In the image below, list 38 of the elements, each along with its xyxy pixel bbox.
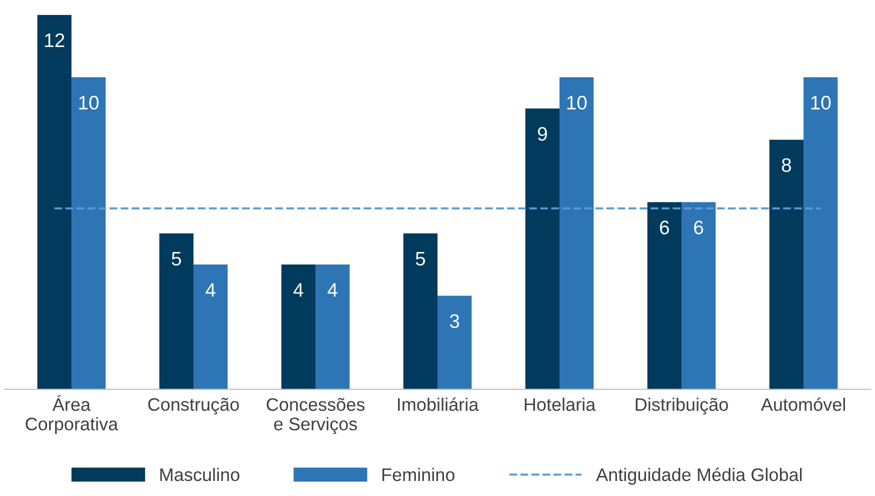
bar [193,264,228,390]
bar [403,233,438,390]
data-label: 12 [45,33,64,47]
legend-label: Antiguidade Média Global [596,468,802,485]
x-tick-label: Construção [148,398,239,415]
data-label: 3 [450,314,460,328]
bar [281,264,316,390]
legend-label: Masculino [160,468,240,482]
bar [769,140,804,390]
bar [804,77,838,390]
data-label: 10 [79,96,99,110]
data-label: 5 [172,252,181,266]
bar [315,264,350,390]
data-label: 5 [416,252,426,266]
data-label: 4 [206,283,216,297]
bar [37,14,72,390]
data-label: 4 [328,283,338,297]
data-label: 10 [811,96,831,110]
data-label: 4 [293,283,304,297]
data-label: 6 [694,220,704,234]
x-tick-label: Concessões e Serviços [266,398,365,434]
x-tick-label: Área Corporativa [26,395,118,434]
bar [438,296,472,390]
data-label: 9 [538,127,547,141]
bar [647,202,682,390]
data-label: 10 [567,96,587,110]
data-label: 8 [782,158,791,172]
bar [525,108,560,390]
x-tick-label: Distribuição [636,398,728,415]
x-tick-label: Imobiliária [398,397,479,411]
data-label: 6 [660,220,669,234]
bar [682,202,716,390]
x-tick-label: Automóvel [760,397,845,411]
bar [560,77,594,390]
bar [159,233,194,390]
x-tick-label: Hotelaria [524,398,596,411]
legend-label: Feminino [382,468,454,482]
bar [71,77,106,390]
